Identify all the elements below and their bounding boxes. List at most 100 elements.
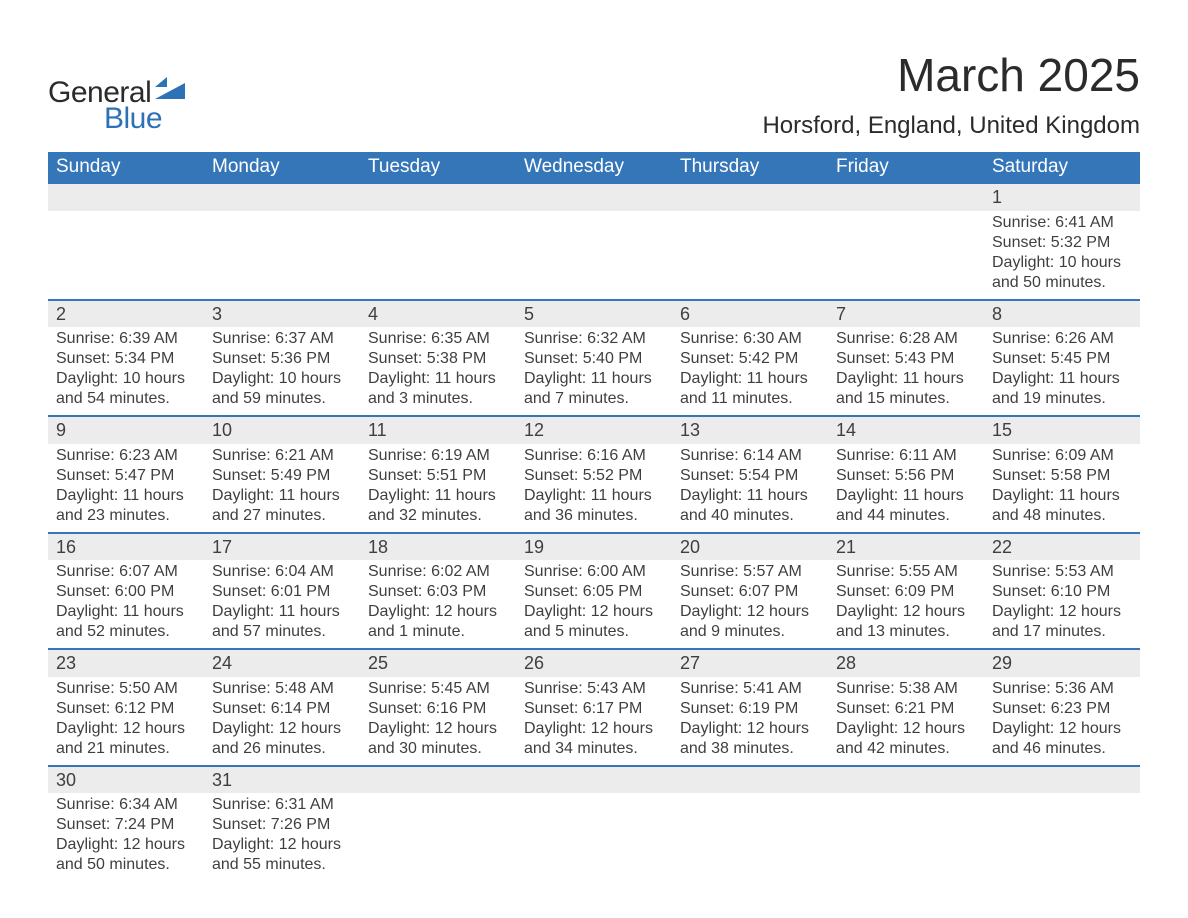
- day-number-cell: 1: [984, 184, 1140, 211]
- day-info-line: Sunrise: 6:41 AM: [992, 213, 1132, 233]
- daynum-row: 1: [48, 184, 1140, 211]
- brand-text-blue: Blue: [104, 102, 185, 136]
- day-info-line: Sunset: 6:05 PM: [524, 582, 664, 602]
- day-detail-cell: Sunrise: 6:00 AMSunset: 6:05 PMDaylight:…: [516, 560, 672, 649]
- day-info-line: and 55 minutes.: [212, 855, 352, 875]
- day-info-line: Sunrise: 6:07 AM: [56, 562, 196, 582]
- day-info-line: Sunrise: 6:28 AM: [836, 329, 976, 349]
- day-info-line: Sunset: 5:43 PM: [836, 349, 976, 369]
- day-detail-cell: [204, 211, 360, 300]
- page-title: March 2025: [762, 48, 1140, 102]
- day-info-line: Daylight: 11 hours: [992, 369, 1132, 389]
- day-detail-cell: [672, 793, 828, 881]
- day-info-line: Sunrise: 6:09 AM: [992, 446, 1132, 466]
- day-info-line: Daylight: 12 hours: [992, 719, 1132, 739]
- day-info-line: and 40 minutes.: [680, 506, 820, 526]
- day-info-line: Sunrise: 5:53 AM: [992, 562, 1132, 582]
- day-info-line: and 1 minute.: [368, 622, 508, 642]
- day-info-line: Sunset: 5:32 PM: [992, 233, 1132, 253]
- day-detail-cell: [672, 211, 828, 300]
- day-info-line: and 38 minutes.: [680, 739, 820, 759]
- day-info-line: Daylight: 12 hours: [368, 719, 508, 739]
- day-info-line: Sunset: 6:19 PM: [680, 699, 820, 719]
- day-detail-cell: Sunrise: 5:48 AMSunset: 6:14 PMDaylight:…: [204, 677, 360, 766]
- day-detail-cell: Sunrise: 6:32 AMSunset: 5:40 PMDaylight:…: [516, 327, 672, 416]
- day-detail-cell: Sunrise: 5:50 AMSunset: 6:12 PMDaylight:…: [48, 677, 204, 766]
- day-info-line: Sunrise: 6:35 AM: [368, 329, 508, 349]
- day-info-line: and 3 minutes.: [368, 389, 508, 409]
- day-info-line: Sunset: 5:52 PM: [524, 466, 664, 486]
- day-info-line: and 26 minutes.: [212, 739, 352, 759]
- day-number-cell: [516, 766, 672, 794]
- day-number-cell: 23: [48, 649, 204, 677]
- day-info-line: Sunrise: 6:19 AM: [368, 446, 508, 466]
- day-number-cell: [204, 184, 360, 211]
- day-info-line: Sunset: 6:01 PM: [212, 582, 352, 602]
- day-info-line: Daylight: 10 hours: [992, 253, 1132, 273]
- day-number-cell: 27: [672, 649, 828, 677]
- day-detail-cell: Sunrise: 5:53 AMSunset: 6:10 PMDaylight:…: [984, 560, 1140, 649]
- day-info-line: Daylight: 12 hours: [836, 719, 976, 739]
- day-number-cell: 17: [204, 533, 360, 561]
- day-info-line: Sunrise: 5:36 AM: [992, 679, 1132, 699]
- day-detail-cell: [516, 211, 672, 300]
- day-info-line: Sunrise: 6:30 AM: [680, 329, 820, 349]
- day-info-line: Sunset: 6:09 PM: [836, 582, 976, 602]
- weekday-header: Thursday: [672, 152, 828, 184]
- day-number-cell: [828, 766, 984, 794]
- day-detail-cell: Sunrise: 6:21 AMSunset: 5:49 PMDaylight:…: [204, 444, 360, 533]
- day-info-line: Daylight: 10 hours: [212, 369, 352, 389]
- day-info-line: Daylight: 11 hours: [524, 369, 664, 389]
- day-info-line: Daylight: 11 hours: [836, 369, 976, 389]
- day-info-line: Daylight: 11 hours: [212, 486, 352, 506]
- day-info-line: and 19 minutes.: [992, 389, 1132, 409]
- day-info-line: and 5 minutes.: [524, 622, 664, 642]
- day-number-cell: [360, 766, 516, 794]
- day-info-line: Daylight: 12 hours: [56, 719, 196, 739]
- day-info-line: Sunrise: 6:16 AM: [524, 446, 664, 466]
- calendar-table: Sunday Monday Tuesday Wednesday Thursday…: [48, 152, 1140, 881]
- day-info-line: Sunrise: 6:39 AM: [56, 329, 196, 349]
- day-info-line: Sunrise: 6:14 AM: [680, 446, 820, 466]
- day-detail-cell: Sunrise: 6:19 AMSunset: 5:51 PMDaylight:…: [360, 444, 516, 533]
- day-number-cell: 31: [204, 766, 360, 794]
- day-info-line: Sunset: 6:17 PM: [524, 699, 664, 719]
- day-number-cell: 11: [360, 416, 516, 444]
- day-number-cell: 2: [48, 300, 204, 328]
- day-info-line: Daylight: 12 hours: [212, 719, 352, 739]
- day-number-cell: 18: [360, 533, 516, 561]
- brand-logo: General Blue: [48, 76, 185, 136]
- day-detail-cell: Sunrise: 6:34 AMSunset: 7:24 PMDaylight:…: [48, 793, 204, 881]
- weekday-header: Sunday: [48, 152, 204, 184]
- day-info-line: and 13 minutes.: [836, 622, 976, 642]
- day-info-line: and 44 minutes.: [836, 506, 976, 526]
- day-info-line: Daylight: 12 hours: [524, 719, 664, 739]
- day-detail-cell: [828, 211, 984, 300]
- day-number-cell: [48, 184, 204, 211]
- day-info-line: and 50 minutes.: [56, 855, 196, 875]
- day-detail-cell: [828, 793, 984, 881]
- day-detail-cell: [360, 211, 516, 300]
- day-detail-cell: Sunrise: 6:16 AMSunset: 5:52 PMDaylight:…: [516, 444, 672, 533]
- day-info-line: Sunset: 5:40 PM: [524, 349, 664, 369]
- day-detail-cell: Sunrise: 5:38 AMSunset: 6:21 PMDaylight:…: [828, 677, 984, 766]
- day-info-line: Daylight: 11 hours: [992, 486, 1132, 506]
- day-info-line: and 9 minutes.: [680, 622, 820, 642]
- day-number-cell: 14: [828, 416, 984, 444]
- day-info-line: Sunset: 5:36 PM: [212, 349, 352, 369]
- day-number-cell: 30: [48, 766, 204, 794]
- day-info-line: Sunset: 5:38 PM: [368, 349, 508, 369]
- daynum-row: 9101112131415: [48, 416, 1140, 444]
- day-info-line: and 54 minutes.: [56, 389, 196, 409]
- day-number-cell: 21: [828, 533, 984, 561]
- day-number-cell: [828, 184, 984, 211]
- day-number-cell: [672, 766, 828, 794]
- weekday-header: Friday: [828, 152, 984, 184]
- day-info-line: and 48 minutes.: [992, 506, 1132, 526]
- day-info-line: Daylight: 12 hours: [680, 719, 820, 739]
- day-info-line: Daylight: 11 hours: [680, 369, 820, 389]
- day-info-line: Sunset: 6:14 PM: [212, 699, 352, 719]
- day-info-line: Sunset: 5:47 PM: [56, 466, 196, 486]
- day-info-line: Sunrise: 6:37 AM: [212, 329, 352, 349]
- daynum-row: 2345678: [48, 300, 1140, 328]
